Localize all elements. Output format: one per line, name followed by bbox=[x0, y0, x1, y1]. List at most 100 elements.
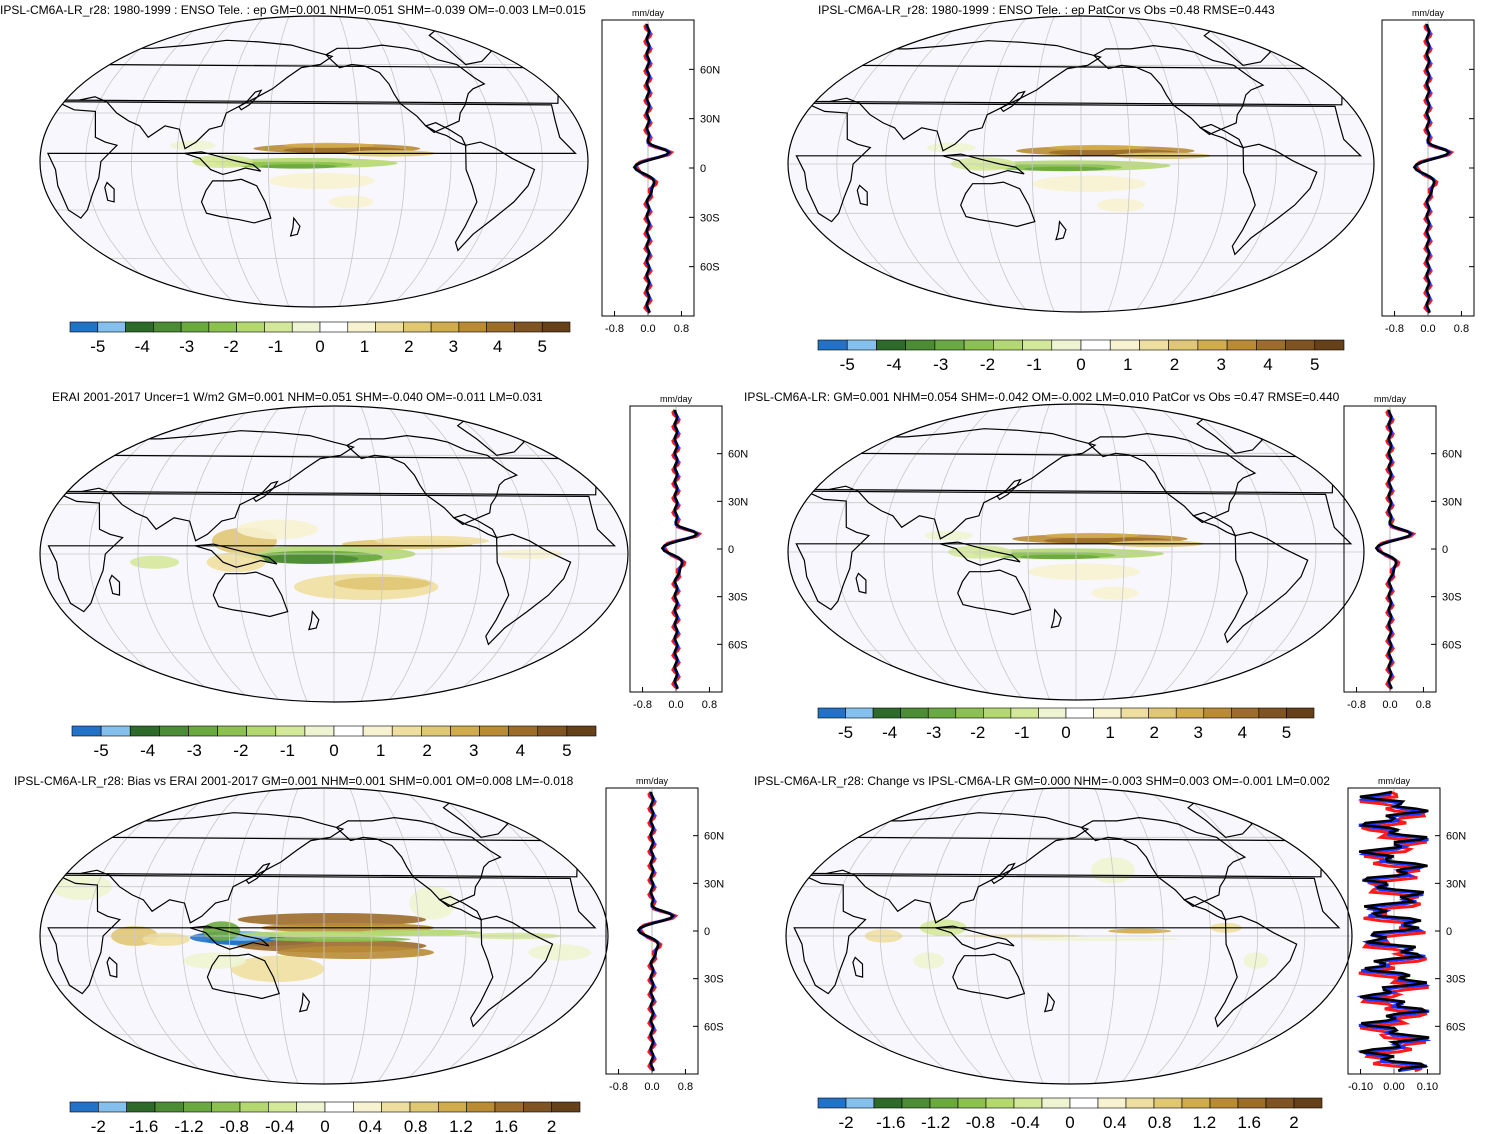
colorbar-label: -2 bbox=[970, 723, 985, 742]
colorbar-swatch bbox=[180, 321, 210, 333]
colorbar-swatch bbox=[1265, 1097, 1295, 1109]
zonal-xtick-label: 0.0 bbox=[1382, 699, 1397, 711]
panel-title: IPSL-CM6A-LR_r28: Bias vs ERAI 2001-2017… bbox=[14, 774, 574, 788]
anomaly-patch bbox=[1048, 144, 1146, 151]
coastline-nz bbox=[1055, 220, 1067, 241]
colorbar-label: -1.2 bbox=[921, 1113, 950, 1132]
zonal-line-black bbox=[660, 409, 699, 689]
zonal-xtick-label: -0.8 bbox=[605, 323, 624, 335]
colorbar-label: 4 bbox=[1263, 355, 1272, 374]
coastline-nz bbox=[1050, 608, 1062, 629]
colorbar-label: 0 bbox=[329, 741, 338, 760]
anomaly-patch bbox=[268, 172, 375, 189]
colorbar-label: 1.6 bbox=[495, 1117, 519, 1134]
colorbar-swatch bbox=[1153, 1097, 1183, 1109]
colorbar-swatch bbox=[514, 321, 543, 333]
zonal-line-red bbox=[1376, 409, 1417, 690]
colorbar-swatch bbox=[957, 1097, 987, 1109]
colorbar-swatch bbox=[1181, 1097, 1211, 1109]
colorbar-swatch bbox=[934, 339, 965, 351]
zonal-ytick-label: 60N bbox=[1442, 449, 1462, 461]
coastline-madagascar bbox=[106, 956, 118, 978]
zonal-ytick-label: 30S bbox=[728, 592, 748, 604]
zonal-mean-plot: mm/day -0.8 0.0 0.8 bbox=[1381, 8, 1475, 335]
world-map bbox=[39, 787, 609, 1085]
colorbar-swatch bbox=[1175, 707, 1205, 719]
coastline-africa bbox=[47, 874, 597, 995]
zonal-unit-label: mm/day bbox=[1412, 8, 1445, 18]
coastline-africa bbox=[47, 492, 617, 613]
zonal-xtick-label: 0.00 bbox=[1383, 1081, 1404, 1093]
anomaly-patch bbox=[1032, 175, 1146, 192]
colorbar-label: 1.6 bbox=[1237, 1113, 1261, 1132]
colorbar-swatch bbox=[846, 339, 877, 351]
zonal-xtick-label: 0.8 bbox=[1454, 323, 1469, 335]
zonal-ytick-label: 30N bbox=[1442, 496, 1462, 508]
colorbar-label: 3 bbox=[449, 337, 458, 356]
panel-5: IPSL-CM6A-LR_r28: Bias vs ERAI 2001-2017… bbox=[0, 756, 744, 1134]
panel-1: IPSL-CM6A-LR_r28: 1980-1999 : ENSO Tele.… bbox=[0, 0, 744, 378]
colorbar-label: -1.6 bbox=[129, 1117, 158, 1134]
zonal-ytick-label: 60N bbox=[728, 449, 748, 461]
map-border bbox=[787, 15, 1375, 313]
coastline-indonesia bbox=[935, 925, 1015, 950]
anomaly-patch bbox=[283, 142, 375, 148]
anomaly-patch bbox=[1020, 554, 1100, 560]
colorbar-label: -1 bbox=[280, 741, 295, 760]
coastline-madagascar bbox=[104, 181, 115, 203]
colorbar-swatch bbox=[296, 1101, 326, 1113]
panel-title: IPSL-CM6A-LR: GM=0.001 NHM=0.054 SHM=-0.… bbox=[744, 390, 1340, 404]
colorbar-swatch bbox=[541, 321, 571, 333]
colorbar-label: -2 bbox=[838, 1113, 853, 1132]
zonal-line-black bbox=[636, 791, 675, 1071]
colorbar-swatch bbox=[1293, 1097, 1323, 1109]
colorbar-swatch bbox=[159, 725, 189, 737]
colorbar: -2 -1.6 -1.2 -0.8 -0.4 0 0.4 0.8 1.2 1.6 2 bbox=[69, 1101, 581, 1134]
zonal-line-red bbox=[1414, 23, 1455, 314]
coastline-africa bbox=[795, 102, 1363, 223]
colorbar-swatch bbox=[154, 1101, 184, 1113]
coastline-nz bbox=[308, 610, 320, 631]
colorbar-swatch bbox=[1256, 339, 1286, 351]
colorbar-swatch bbox=[993, 339, 1023, 351]
coastline-centralAmerica bbox=[452, 513, 498, 539]
colorbar-label: 2 bbox=[1149, 723, 1158, 742]
colorbar-label: 2 bbox=[1289, 1113, 1298, 1132]
world-map bbox=[787, 15, 1375, 313]
zonal-ytick-label: 30S bbox=[1442, 592, 1462, 604]
zonal-ytick-label: 30S bbox=[1446, 974, 1466, 986]
anomaly-patch bbox=[142, 932, 190, 946]
colorbar-swatch bbox=[430, 321, 460, 333]
colorbar-swatch bbox=[1258, 707, 1287, 719]
coastline-africa bbox=[795, 490, 1353, 611]
colorbar-swatch bbox=[1093, 707, 1122, 719]
colorbar-label: 4 bbox=[516, 741, 525, 760]
zonal-unit-label: mm/day bbox=[1378, 776, 1411, 786]
colorbar-swatch bbox=[905, 339, 936, 351]
colorbar-label: -4 bbox=[140, 741, 155, 760]
panel-6: IPSL-CM6A-LR_r28: Change vs IPSL-CM6A-LR… bbox=[744, 756, 1488, 1134]
colorbar-swatch bbox=[1125, 1097, 1155, 1109]
coastline-northAmerica bbox=[1087, 432, 1257, 524]
zonal-xtick-label: -0.8 bbox=[633, 699, 652, 711]
anomaly-patch bbox=[202, 921, 241, 941]
coastline-indonesia bbox=[195, 543, 278, 568]
zonal-mean-plot: mm/day 60N 30N 0 30S 60S -0.8 0.0 0.8 bbox=[605, 776, 724, 1093]
anomaly-patch bbox=[1108, 928, 1172, 934]
colorbar-label: 2 bbox=[422, 741, 431, 760]
coastline-madagascar bbox=[855, 572, 867, 594]
coastline-australia bbox=[960, 181, 1036, 228]
panel-title: IPSL-CM6A-LR_r28: 1980-1999 : ENSO Tele.… bbox=[818, 3, 1275, 17]
colorbar-swatch bbox=[873, 1097, 903, 1109]
zonal-ytick-label: 30N bbox=[704, 878, 724, 890]
colorbar-swatch bbox=[236, 321, 265, 333]
colorbar-label: -0.4 bbox=[1011, 1113, 1040, 1132]
zonal-line-blue bbox=[1375, 409, 1415, 690]
zonal-ytick-label: 60N bbox=[700, 64, 720, 76]
coastline-northAmerica bbox=[1092, 44, 1265, 136]
anomaly-patch bbox=[409, 886, 456, 920]
zonal-ytick-label: 60S bbox=[704, 1021, 724, 1033]
zonal-mean-plot: mm/day 60N 30N 0 30S 60S -0.10 0.00 0.10 bbox=[1347, 776, 1466, 1093]
zonal-mean-plot: mm/day 60N 30N 0 30S 60S -0.8 0.0 0.8 bbox=[601, 8, 720, 335]
colorbar-swatch bbox=[1051, 339, 1082, 351]
